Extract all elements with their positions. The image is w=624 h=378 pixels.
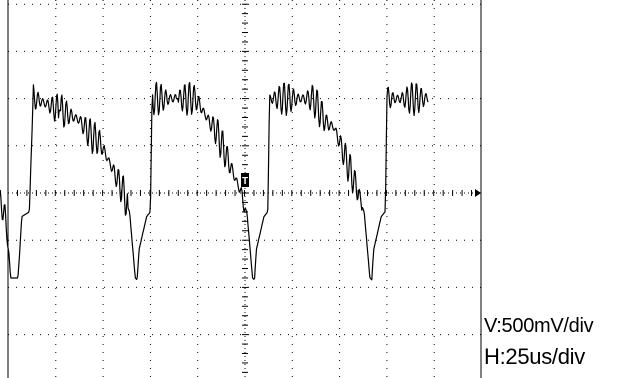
horizontal-scale-label: H:25us/div	[484, 344, 585, 369]
waveform-trace	[0, 81, 481, 281]
vertical-scale-label: V:500mV/div	[484, 315, 594, 337]
graticule	[7, 0, 482, 378]
graticule-background	[8, 0, 481, 378]
waveform-series-line	[0, 81, 429, 281]
trigger-marker-label: T	[242, 176, 248, 187]
trigger-marker-box	[241, 173, 249, 187]
trigger-marker: T	[241, 173, 249, 187]
level-arrow-icon	[475, 189, 481, 197]
